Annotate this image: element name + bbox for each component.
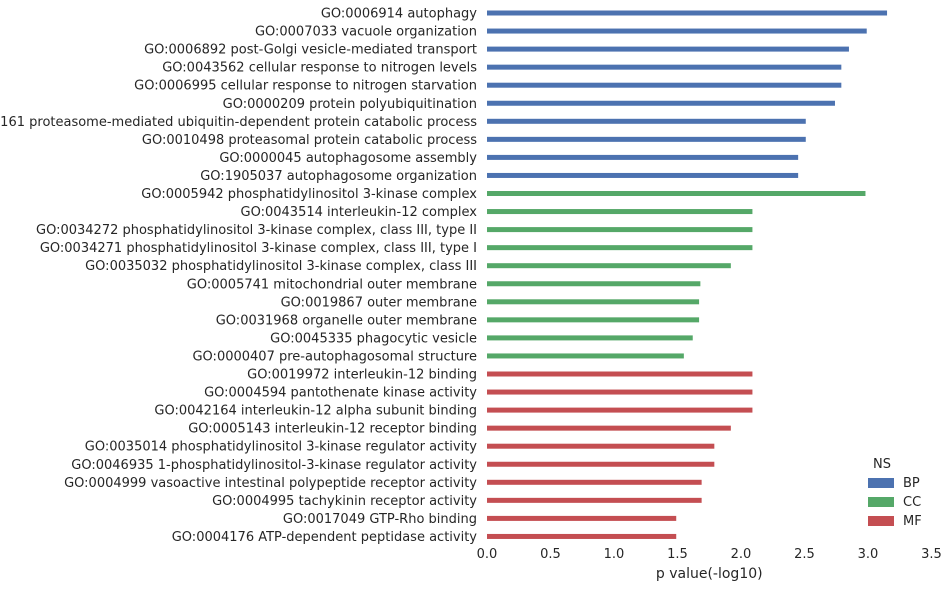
legend-label-mf: MF (903, 514, 922, 529)
legend-label-bp: BP (903, 476, 920, 491)
category-label: GO:0019972 interleukin-12 binding (247, 368, 477, 383)
bar-bp (487, 172, 799, 178)
x-tick-label: 0.0 (477, 547, 498, 562)
x-tick-label: 1.5 (667, 547, 688, 562)
category-label: GO:0043514 interleukin-12 complex (241, 205, 478, 220)
category-label: GO:0034272 phosphatidylinositol 3-kinase… (36, 223, 477, 238)
category-label: GO:0000045 autophagosome assembly (219, 151, 477, 166)
bar-bp (487, 100, 835, 106)
category-label: GO:0034271 phosphatidylinositol 3-kinase… (40, 241, 477, 256)
category-label: GO:0010498 proteasomal protein catabolic… (142, 133, 477, 148)
legend-swatch-mf (868, 516, 894, 526)
x-axis: 0.0 0.5 1.0 1.5 2.0 2.5 3.0 3.5 (477, 547, 942, 562)
bar-cc (487, 191, 866, 196)
bar-mf (487, 407, 753, 413)
bar-bp (487, 46, 849, 52)
bar-mf (487, 461, 715, 467)
bar-mf (487, 425, 731, 431)
category-label: GO:0045335 phagocytic vesicle (270, 331, 477, 346)
category-label: GO:0005741 mitochondrial outer membrane (187, 277, 477, 292)
category-label: GO:0017049 GTP-Rho binding (283, 512, 477, 527)
category-label: GO:0000407 pre-autophagosomal structure (192, 349, 477, 364)
bar-cc (487, 353, 684, 359)
category-label: GO:0004594 pantothenate kinase activity (204, 386, 477, 401)
bar-cc (487, 335, 693, 341)
bar-bp (487, 28, 867, 34)
bar-cc (487, 281, 701, 287)
category-label: GO:0005143 interleukin-12 receptor bindi… (188, 422, 477, 437)
category-label: GO:0006892 post-Golgi vesicle-mediated t… (144, 43, 477, 58)
bar-bp (487, 64, 842, 70)
category-label: GO:0004176 ATP-dependent peptidase activ… (172, 530, 478, 545)
legend-label-cc: CC (903, 495, 921, 510)
category-label: GO:0004995 tachykinin receptor activity (212, 494, 477, 509)
bar-cc (487, 299, 700, 305)
x-tick-label: 2.0 (731, 547, 752, 562)
category-labels: GO:0006914 autophagy GO:0007033 vacuole o… (0, 7, 477, 545)
bar-bp (487, 154, 799, 160)
category-label: GO:0007033 vacuole organization (255, 25, 477, 40)
category-label: GO:0019867 outer membrane (281, 295, 477, 310)
x-tick-label: 3.0 (858, 547, 879, 562)
bar-mf (487, 389, 753, 395)
legend-swatch-bp (868, 478, 894, 488)
bar-bp (487, 118, 806, 124)
category-label: GO:0004999 vasoactive intestinal polypep… (64, 476, 477, 491)
x-tick-label: 2.5 (794, 547, 815, 562)
bar-cc (487, 245, 753, 251)
x-tick-label: 1.0 (604, 547, 625, 562)
legend-swatch-cc (868, 497, 894, 507)
category-label: GO:0000209 protein polyubiquitination (223, 97, 477, 112)
x-tick-label: 3.5 (921, 547, 942, 562)
category-label: GO:0043562 cellular response to nitrogen… (162, 61, 477, 76)
bar-cc (487, 227, 753, 233)
category-label: GO:0005942 phosphatidylinositol 3-kinase… (141, 187, 477, 202)
category-label: GO:0046935 1-phosphatidylinositol-3-kina… (71, 458, 477, 473)
category-label: GO:0031968 organelle outer membrane (216, 313, 477, 328)
bar-cc (487, 263, 731, 269)
bar-mf (487, 479, 702, 485)
bars-layer (487, 10, 888, 539)
bar-bp (487, 10, 888, 16)
category-label: GO:0035032 phosphatidylinositol 3-kinase… (85, 259, 477, 274)
bar-mf (487, 371, 753, 377)
legend-title: NS (873, 457, 891, 472)
bar-mf (487, 515, 677, 521)
bar-cc (487, 209, 753, 215)
bar-mf (487, 497, 702, 503)
bar-mf (487, 443, 715, 449)
legend: NS BP CC MF (868, 457, 922, 529)
category-label: GO:1905037 autophagosome organization (200, 169, 477, 184)
category-label: GO:0035014 phosphatidylinositol 3-kinase… (85, 440, 478, 455)
category-label: GO:0042164 interleukin-12 alpha subunit … (154, 404, 477, 419)
bar-mf (487, 533, 677, 539)
category-label: GO:0006914 autophagy (321, 7, 477, 22)
x-tick-label: 0.5 (540, 547, 561, 562)
category-label: GO:0006995 cellular response to nitrogen… (134, 79, 477, 94)
bar-bp (487, 82, 842, 88)
category-label: GO:0043161 proteasome-mediated ubiquitin… (0, 115, 477, 130)
x-axis-title: p value(-log10) (656, 566, 763, 582)
bar-bp (487, 136, 806, 142)
bar-cc (487, 317, 700, 323)
